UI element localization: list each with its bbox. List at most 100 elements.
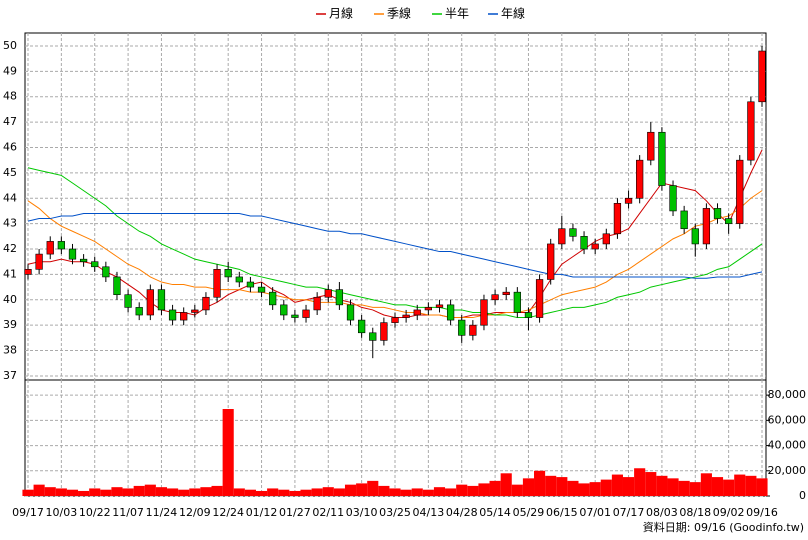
- x-tick-label: 09/17: [12, 506, 44, 519]
- y-tick-label: 50: [3, 39, 17, 52]
- volume-bar: [356, 483, 368, 496]
- x-tick-label: 09/16: [746, 506, 778, 519]
- volume-bar: [489, 480, 501, 496]
- candle-body: [647, 131, 655, 161]
- volume-bar: [545, 475, 557, 496]
- volume-bar: [700, 473, 712, 496]
- y-tick-label: 42: [3, 242, 17, 255]
- candle-body: [346, 304, 355, 321]
- x-tick-label: 08/03: [646, 506, 678, 519]
- volume-bar: [278, 489, 290, 496]
- volume-bar: [556, 477, 568, 496]
- legend-label: 月線: [329, 6, 353, 21]
- volume-bar: [656, 475, 668, 496]
- candle-body: [680, 210, 688, 230]
- volume-bar: [255, 490, 268, 496]
- volume-bar: [233, 488, 245, 496]
- candle-body: [224, 269, 232, 278]
- volume-bar: [745, 475, 757, 496]
- candle-body: [424, 307, 433, 311]
- volume-bar: [611, 474, 623, 496]
- candle-body: [157, 289, 166, 311]
- candle-body: [91, 261, 99, 268]
- x-tick-label: 06/15: [546, 506, 578, 519]
- y-tick-label: 44: [3, 191, 17, 204]
- volume-bar: [689, 482, 701, 496]
- volume-bar: [222, 409, 234, 496]
- candle-body: [124, 294, 132, 308]
- x-tick-label: 05/29: [513, 506, 545, 519]
- candle-body: [580, 236, 588, 250]
- x-tick-label: 04/13: [413, 506, 445, 519]
- candle-body: [636, 159, 644, 199]
- volume-bar: [33, 484, 45, 496]
- y-tick-label: 49: [3, 64, 17, 77]
- candle-body: [380, 322, 388, 341]
- x-tick-label: 12/24: [212, 506, 244, 519]
- candle-body: [191, 309, 199, 313]
- legend-label: 年線: [501, 6, 525, 21]
- volume-bar: [522, 478, 535, 496]
- x-tick-label: 08/18: [679, 506, 711, 519]
- volume-bar: [589, 482, 601, 496]
- y-tick-label: 45: [3, 166, 17, 179]
- candle-body: [469, 324, 477, 336]
- volume-bar: [500, 473, 512, 496]
- x-tick-label: 09/02: [713, 506, 745, 519]
- candle-body: [602, 233, 610, 245]
- candle-body: [146, 289, 154, 316]
- candle-body: [269, 291, 277, 306]
- volume-bar: [311, 488, 323, 496]
- volume-bar: [111, 487, 123, 496]
- y2-tick-label: 60,000: [768, 413, 807, 426]
- y2-tick-label: 20,000: [768, 464, 807, 477]
- legend-label: 季線: [387, 6, 411, 21]
- volume-bar: [178, 489, 190, 496]
- volume-bar: [445, 488, 457, 496]
- y2-tick-label: 0: [799, 489, 806, 502]
- x-tick-label: 02/11: [312, 506, 344, 519]
- volume-bar: [167, 488, 179, 496]
- x-tick-label: 12/09: [179, 506, 211, 519]
- candle-body: [724, 218, 733, 224]
- x-tick-label: 10/22: [79, 506, 111, 519]
- volume-bar: [400, 489, 412, 496]
- candle-body: [369, 332, 377, 341]
- volume-bar: [467, 485, 479, 496]
- volume-bar: [267, 488, 279, 496]
- volume-bar: [422, 489, 434, 496]
- volume-bar: [100, 489, 112, 496]
- candle-body: [624, 197, 633, 204]
- legend-label: 半年: [445, 7, 469, 21]
- candle-body: [257, 286, 266, 293]
- candle-body: [702, 208, 711, 245]
- candle-body: [758, 50, 766, 103]
- y2-tick-label: 40,000: [768, 439, 807, 452]
- y-tick-label: 48: [3, 90, 17, 103]
- volume-bar: [456, 484, 468, 496]
- x-tick-label: 03/25: [379, 506, 411, 519]
- y-tick-label: 38: [3, 344, 17, 357]
- volume-bar: [578, 483, 590, 496]
- candle-body: [202, 296, 210, 311]
- candle-body: [24, 269, 32, 275]
- x-tick-label: 03/10: [346, 506, 378, 519]
- candle-body: [291, 314, 299, 318]
- ma-line: [27, 167, 763, 319]
- candle-body: [480, 299, 488, 326]
- x-tick-label: 11/07: [112, 506, 144, 519]
- candle-body: [491, 294, 499, 301]
- x-tick-label: 07/01: [579, 506, 611, 519]
- y-tick-label: 40: [3, 293, 17, 306]
- candle-body: [102, 266, 110, 278]
- volume-bar: [189, 488, 201, 496]
- footer: 資料日期: 09/16 (Goodinfo.tw): [643, 520, 804, 534]
- candle-body: [547, 243, 555, 280]
- candle-body: [302, 309, 310, 318]
- candle-body: [35, 253, 43, 270]
- volume-bar: [144, 484, 156, 496]
- volume-bar: [734, 474, 746, 496]
- ma-line: [27, 190, 763, 319]
- candle-body: [458, 319, 466, 336]
